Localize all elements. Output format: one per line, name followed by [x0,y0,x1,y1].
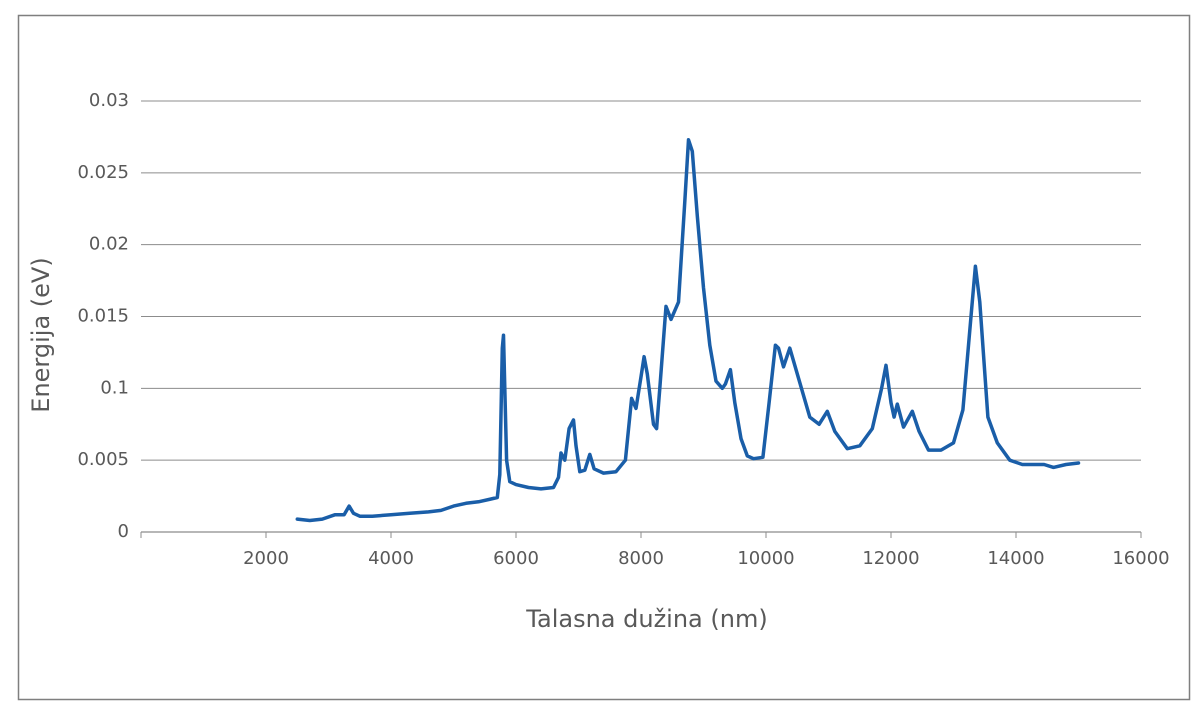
x-tick-label: 14000 [987,548,1044,569]
y-tick-label: 0.02 [89,234,129,255]
y-tick-label: 0.015 [77,306,129,327]
y-tick-label: 0 [118,521,129,542]
x-axis-title: Talasna dužina (nm) [525,605,767,633]
x-tick-label: 4000 [368,548,414,569]
y-tick-label: 0.03 [89,90,129,111]
y-axis-title: Energija (eV) [27,257,55,412]
y-tick-label: 0.1 [100,377,129,398]
x-tick-label: 6000 [493,548,539,569]
x-tick-label: 8000 [618,548,664,569]
x-tick-label: 12000 [862,548,919,569]
data-line [295,138,1081,523]
y-tick-label: 0.005 [77,449,129,470]
y-tick-label: 0.025 [77,162,129,183]
chart-border [17,14,1191,701]
x-tick-label: 16000 [1112,548,1169,569]
x-tick-label: 10000 [737,548,794,569]
x-tick-label: 2000 [243,548,289,569]
